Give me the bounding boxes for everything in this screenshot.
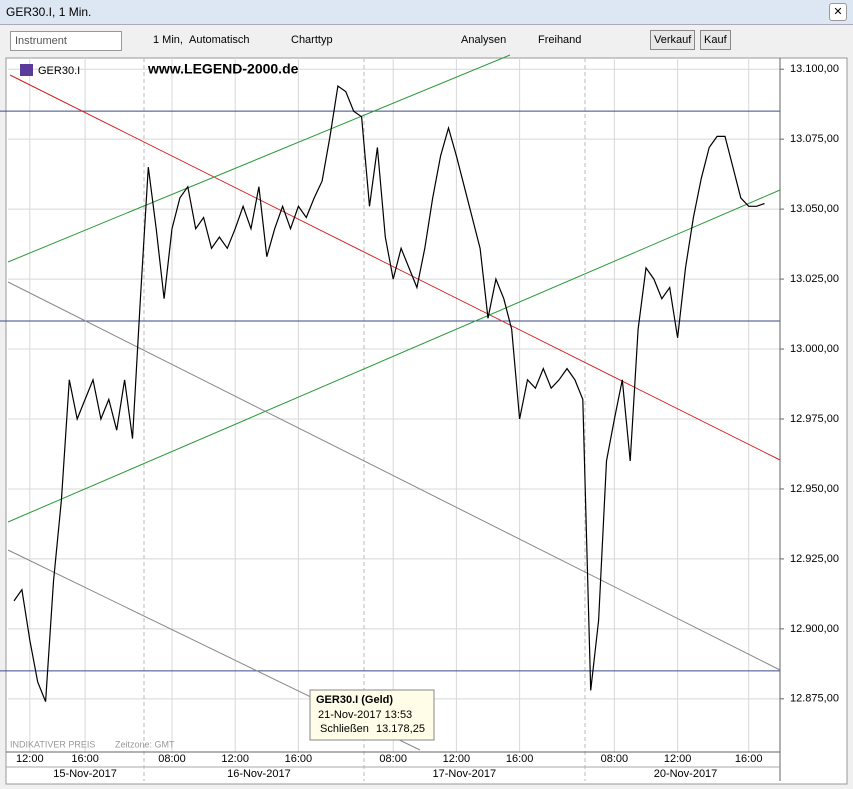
chart-type-dropdown[interactable]: Charttyp (291, 34, 333, 46)
y-tick-label: 12.900,00 (790, 623, 839, 635)
date-label: 16-Nov-2017 (227, 768, 291, 780)
watermark: www.LEGEND-2000.de (147, 61, 299, 77)
buy-button[interactable]: Kauf (700, 30, 731, 50)
x-tick-label: 08:00 (158, 753, 186, 765)
symbol-label[interactable]: GER30.I (38, 65, 80, 77)
cfd-icon (20, 64, 33, 76)
x-tick-label: 16:00 (71, 753, 99, 765)
date-label: 17-Nov-2017 (433, 768, 497, 780)
trend-line (9, 74, 781, 461)
price-note: INDIKATIVER PREIS (10, 739, 95, 749)
y-tick-label: 12.975,00 (790, 413, 839, 425)
y-tick-label: 13.075,00 (790, 133, 839, 145)
title-bar: GER30.I, 1 Min. ✕ (0, 0, 853, 25)
y-tick-label: 13.100,00 (790, 63, 839, 75)
instrument-placeholder: Instrument (15, 35, 67, 47)
trend-line (7, 54, 511, 263)
x-tick-label: 16:00 (506, 753, 534, 765)
x-tick-label: 12:00 (16, 753, 44, 765)
instrument-input[interactable]: Instrument (10, 31, 122, 51)
trend-line (7, 189, 781, 523)
tooltip (309, 689, 435, 741)
x-tick-label: 16:00 (735, 753, 763, 765)
price-line (13, 84, 765, 702)
date-label: 15-Nov-2017 (53, 768, 117, 780)
y-tick-label: 13.050,00 (790, 203, 839, 215)
date-label: 20-Nov-2017 (654, 768, 718, 780)
window-title: GER30.I, 1 Min. (6, 5, 92, 19)
analyses-dropdown[interactable]: Analysen (461, 34, 507, 46)
timezone: Zeitzone: GMT (115, 739, 175, 749)
x-tick-label: 16:00 (285, 753, 313, 765)
y-tick-label: 12.875,00 (790, 693, 839, 705)
tooltip-label: Schließen (320, 723, 369, 735)
x-tick-label: 12:00 (664, 753, 692, 765)
interval[interactable]: 1 Min, (153, 34, 183, 46)
tooltip-value: 13.178,25 (376, 723, 425, 735)
chart-area (5, 57, 848, 785)
close-button[interactable]: ✕ (829, 3, 847, 21)
sell-button[interactable]: Verkauf (650, 30, 696, 50)
y-tick-label: 12.950,00 (790, 483, 839, 495)
tooltip-time: 21-Nov-2017 13:53 (318, 709, 412, 721)
x-tick-label: 12:00 (221, 753, 249, 765)
freehand-dropdown[interactable]: Freihand (538, 34, 582, 46)
x-tick-label: 08:00 (601, 753, 629, 765)
y-tick-label: 12.925,00 (790, 553, 839, 565)
scale-dropdown[interactable]: Automatisch (189, 34, 250, 46)
x-tick-label: 12:00 (443, 753, 471, 765)
y-tick-label: 13.000,00 (790, 343, 839, 355)
trend-line (7, 281, 781, 671)
x-tick-label: 08:00 (379, 753, 407, 765)
y-tick-label: 13.025,00 (790, 273, 839, 285)
tooltip-title: GER30.I (Geld) (316, 694, 393, 706)
